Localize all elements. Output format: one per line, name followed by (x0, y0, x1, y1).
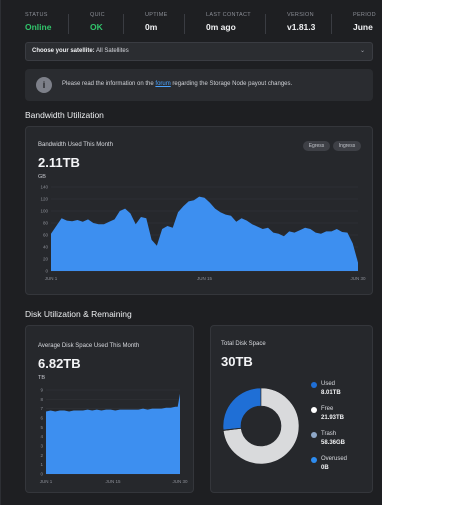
disk-x-tick: JUN 15 (105, 479, 121, 484)
status-value: 0m ago (206, 22, 236, 32)
status-label: STATUS (25, 12, 48, 18)
donut-slice-used (222, 387, 262, 431)
disk-y-tick: 8 (40, 397, 43, 402)
bandwidth-x-tick: JUN 1 (45, 276, 58, 281)
status-label: UPTIME (145, 12, 168, 18)
bandwidth-y-tick: 0 (45, 269, 48, 274)
legend-label: Trash (321, 431, 337, 437)
status-divider (123, 14, 124, 34)
bandwidth-unit: GB (38, 174, 46, 180)
legend-label: Used (321, 381, 336, 387)
bandwidth-y-tick: 60 (43, 233, 49, 238)
egress-toggle[interactable]: Egress (303, 141, 330, 151)
legend-dot (311, 457, 317, 463)
status-label: VERSION (287, 12, 314, 18)
bandwidth-y-tick: 20 (43, 257, 49, 262)
disk-average: 6.82TB (38, 356, 81, 371)
disk-card-title: Average Disk Space Used This Month (38, 343, 140, 349)
disk-usage-card: Average Disk Space Used This Month 6.82T… (25, 325, 194, 493)
bandwidth-y-tick: 80 (43, 221, 49, 226)
disk-x-tick: JUN 30 (172, 479, 188, 484)
bandwidth-y-tick: 120 (40, 197, 48, 202)
satellite-select[interactable]: Choose your satellite: All Satellites ⌄ (25, 42, 373, 61)
bandwidth-card-title: Bandwidth Used This Month (38, 142, 113, 148)
legend-value: 8.01TB (321, 390, 341, 396)
status-item-quic: QUIC OK (90, 12, 105, 38)
disk-y-tick: 3 (40, 444, 43, 449)
legend-dot (311, 432, 317, 438)
disk-y-tick: 0 (40, 472, 43, 477)
status-value: Online (25, 22, 52, 32)
disk-y-tick: 6 (40, 416, 43, 421)
disk-y-tick: 7 (40, 406, 43, 411)
legend-label: Free (321, 406, 334, 412)
info-icon: i (36, 77, 52, 93)
bandwidth-section-title: Bandwidth Utilization (25, 110, 104, 120)
status-divider (331, 14, 332, 34)
legend-value: 0B (321, 465, 329, 471)
banner-text-end: regarding the Storage Node payout change… (170, 81, 293, 87)
forum-link[interactable]: forum (155, 81, 171, 87)
bandwidth-x-tick: JUN 30 (350, 276, 366, 281)
disk-unit: TB (38, 375, 46, 381)
status-label: QUIC (90, 12, 105, 18)
status-item-period: PERIOD June (353, 12, 376, 38)
donut-slice-trash (222, 427, 242, 431)
info-banner: i Please read the information on the for… (25, 69, 373, 101)
donut-slice-free (222, 387, 300, 465)
status-item-status: STATUS Online (25, 12, 51, 38)
disk-y-tick: 5 (40, 425, 43, 430)
status-value: v1.81.3 (287, 22, 316, 32)
disk-y-tick: 9 (40, 388, 43, 393)
disk-x-tick: JUN 1 (40, 479, 53, 484)
total-disk-title: Total Disk Space (221, 341, 266, 347)
status-divider (265, 14, 266, 34)
node-status-bar: STATUS Online QUIC OK UPTIME 0m LAST CONTACT 0m… (25, 12, 377, 38)
legend-value: 21.93TB (321, 415, 345, 421)
legend-dot (311, 382, 317, 388)
bandwidth-x-tick: JUN 15 (197, 276, 213, 281)
disk-y-tick: 4 (40, 434, 43, 439)
bandwidth-area-chart: 0 20 40 60 80 100 120 140 JUN 1 JUN 15 JUN 30 (40, 185, 366, 282)
status-divider (68, 14, 69, 34)
banner-text-start: Please read the information on the (62, 81, 156, 87)
disk-y-tick: 2 (40, 453, 43, 458)
disk-area-series (46, 393, 180, 474)
status-item-last-contact: LAST CONTACT 0m ago (206, 12, 251, 38)
total-disk-value: 30TB (221, 354, 253, 369)
bandwidth-y-tick: 140 (40, 185, 48, 190)
bandwidth-card: Bandwidth Used This Month Egress Ingress… (25, 126, 373, 295)
bandwidth-total: 2.11TB (38, 155, 80, 170)
chevron-down-icon: ⌄ (359, 48, 365, 54)
status-label: LAST CONTACT (206, 12, 251, 18)
total-disk-card: Total Disk Space 30TB Used 8.01TB Free 21.9… (210, 325, 373, 493)
status-label: PERIOD (353, 12, 376, 18)
status-divider (184, 14, 185, 34)
status-value: June (353, 22, 373, 32)
status-value: 0m (145, 22, 158, 32)
banner-text: Please read the information on the forum… (62, 81, 292, 87)
satellite-select-label: Choose your satellite: (32, 48, 95, 54)
bandwidth-y-tick: 100 (40, 209, 48, 214)
legend-dot (311, 407, 317, 413)
bandwidth-y-tick: 40 (43, 245, 49, 250)
legend-value: 58.36GB (321, 440, 346, 446)
satellite-select-value: All Satellites (96, 48, 129, 54)
disk-section-title: Disk Utilization & Remaining (25, 309, 132, 319)
status-item-version: VERSION v1.81.3 (287, 12, 315, 38)
status-item-uptime: UPTIME 0m (145, 12, 168, 38)
bandwidth-area-series (51, 196, 358, 271)
page-background-right (382, 0, 474, 505)
disk-y-tick: 1 (40, 462, 43, 467)
disk-area-chart: 0 1 2 3 4 5 6 7 8 9 JUN 1 JUN 15 JUN 30 (40, 388, 188, 485)
status-value: OK (90, 22, 103, 32)
ingress-toggle[interactable]: Ingress (333, 141, 361, 151)
legend-label: Overused (321, 456, 348, 462)
disk-space-donut-chart (222, 387, 300, 465)
